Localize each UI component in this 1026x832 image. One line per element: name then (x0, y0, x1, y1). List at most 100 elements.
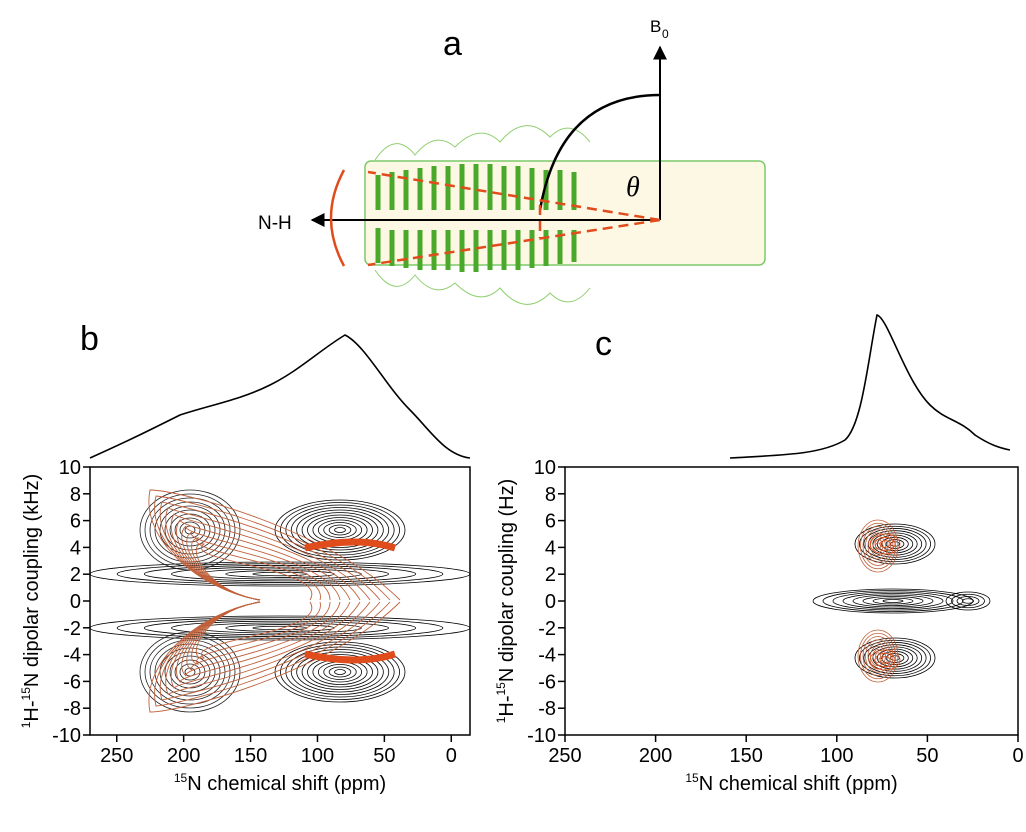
contour-line (865, 529, 891, 563)
contour-line (870, 645, 886, 667)
y-tick-label: 2 (545, 564, 556, 586)
contour-line (164, 509, 216, 551)
y-tick-label: 10 (534, 457, 556, 479)
contour-line (334, 669, 346, 675)
contour-line (144, 635, 236, 709)
contour-line (862, 526, 894, 566)
y-tick-label: 4 (545, 537, 556, 559)
contour-line (874, 536, 896, 552)
x-tick-label: 150 (730, 745, 763, 767)
cone-arc (329, 169, 346, 267)
x-tick-label: 50 (373, 745, 395, 767)
contour-line (290, 507, 390, 553)
contour-line (164, 651, 216, 693)
contour-line (317, 519, 363, 541)
y-tick-label: 0 (70, 591, 81, 613)
y-axis-label-part: N dipolar coupling (kHz) (21, 474, 43, 687)
contour-line (285, 646, 395, 698)
y-tick-label: 0 (545, 591, 556, 613)
contour-line (956, 596, 980, 606)
contour-line (165, 601, 371, 695)
y-tick-label: -10 (527, 725, 556, 747)
contour-line (945, 591, 991, 611)
contour-line (154, 495, 391, 601)
contour-line (860, 632, 896, 680)
field-label: B (650, 17, 661, 36)
contour-line (280, 502, 400, 558)
contour-line (176, 601, 351, 684)
y-tick-label: -6 (538, 671, 556, 693)
contour-line (171, 566, 389, 582)
y-tick-label: -8 (63, 698, 81, 720)
x-axis-label: 15N chemical shift (ppm) (685, 771, 897, 795)
x-tick-label: 150 (234, 745, 267, 767)
contour-line (225, 624, 335, 632)
cylinder (364, 160, 766, 266)
plot-frame (89, 466, 471, 736)
contour-line (859, 525, 931, 563)
contour-line (854, 637, 936, 679)
contour-line (862, 596, 924, 606)
contour-line (857, 519, 899, 573)
contour-line (842, 593, 944, 609)
contour-line (154, 601, 391, 707)
y-axis-label-part: H- (496, 695, 518, 716)
contour-line (323, 522, 357, 538)
x-axis-label-part: 15 (174, 771, 188, 785)
contour-line (195, 601, 313, 659)
y-tick-label: 6 (70, 511, 81, 533)
x-tick-label: 50 (916, 745, 938, 767)
y-axis-label-part: 1 (494, 716, 508, 723)
contour-line (274, 641, 406, 703)
contour-line (859, 639, 931, 677)
x-tick-label: 250 (548, 745, 581, 767)
contour-line (179, 663, 201, 681)
contour-line (874, 652, 896, 668)
contour-line (143, 619, 417, 637)
y-tick-label: -8 (538, 698, 556, 720)
contour-line (176, 518, 351, 601)
y-tick-label: 8 (70, 484, 81, 506)
contour-line (171, 620, 389, 636)
contour-line (179, 521, 201, 539)
contour-line (301, 654, 379, 690)
x-tick-label: 0 (446, 745, 457, 767)
y-tick-label: -2 (538, 618, 556, 640)
y-axis-label-part: 15 (19, 687, 33, 701)
contour-line (852, 594, 934, 608)
contour-line (280, 644, 400, 700)
y-tick-label: -4 (63, 645, 81, 667)
y-axis-label: 1H-15N dipolar coupling (Hz) (494, 479, 518, 724)
x-axis-label-part: 15 (685, 771, 699, 785)
contour-line (304, 650, 397, 664)
y-axis-label-part: H- (21, 700, 43, 721)
y-tick-label: 8 (545, 484, 556, 506)
y-tick-label: 4 (70, 537, 81, 559)
plot-frame (564, 466, 1019, 736)
contour-line (191, 601, 321, 665)
projection-b (89, 334, 471, 459)
contour-line (296, 651, 384, 693)
vector-label: N-H (258, 213, 292, 234)
x-tick-label: 200 (167, 745, 200, 767)
panel-label: b (80, 320, 99, 358)
contour-line (191, 537, 321, 601)
contour-line (328, 666, 352, 678)
contour-line (317, 661, 363, 683)
panel-label: c (595, 325, 612, 363)
y-tick-label: -2 (63, 618, 81, 640)
contour-line (225, 570, 335, 578)
contour-line (149, 497, 231, 563)
y-tick-label: 2 (70, 564, 81, 586)
contour-line (334, 527, 346, 533)
contour-line (865, 639, 891, 673)
x-axis-label-part: N chemical shift (ppm) (187, 773, 386, 795)
diagram: a B 0 N-H θ (258, 17, 766, 305)
contour-line (832, 591, 954, 611)
contour-line (857, 629, 899, 683)
projection-c (729, 313, 1011, 459)
y-tick-label: -4 (538, 645, 556, 667)
field-subscript: 0 (662, 27, 669, 41)
contour-line (285, 504, 395, 556)
contour-line (854, 523, 936, 565)
